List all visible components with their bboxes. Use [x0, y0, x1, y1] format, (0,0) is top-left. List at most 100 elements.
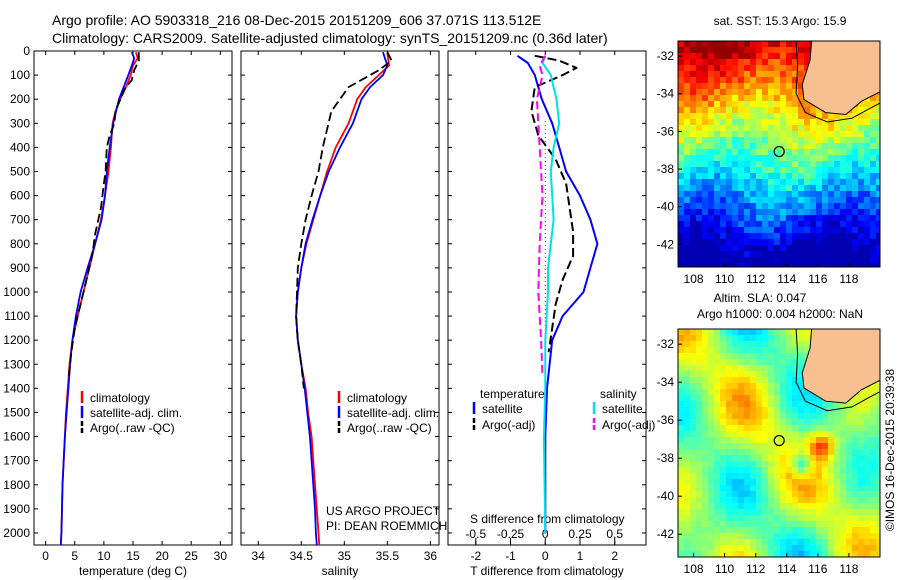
x2-tick-label: 0.5	[606, 527, 623, 541]
map-cell	[762, 179, 769, 186]
map-cell	[810, 263, 817, 267]
map-y-tick-label: -40	[657, 489, 675, 503]
map-cell	[756, 203, 763, 210]
map-cell	[762, 53, 769, 60]
map-cell	[708, 107, 715, 114]
map-cell	[768, 95, 775, 102]
map-cell	[732, 119, 739, 126]
map-cell	[768, 461, 775, 468]
map-cell	[798, 41, 805, 48]
map-cell	[744, 137, 751, 144]
salinity-profile-panel: 34 34.5 35 35.5 36salinityclimatologysatelli…	[240, 50, 447, 578]
map-cell	[774, 455, 781, 462]
map-cell	[684, 173, 691, 180]
map-cell	[684, 155, 691, 162]
map-cell	[732, 425, 739, 432]
map-cell	[876, 455, 880, 462]
map-cell	[702, 497, 709, 504]
depth-tick-label: 200	[10, 92, 30, 106]
map-cell	[810, 215, 817, 222]
map-cell	[876, 251, 880, 258]
legend-entry: Argo(-adj)	[482, 418, 535, 432]
map-cell	[780, 215, 787, 222]
map-cell	[690, 497, 697, 504]
map-cell	[744, 335, 751, 342]
map-cell	[852, 479, 859, 486]
map-cell	[702, 137, 709, 144]
map-cell	[876, 461, 880, 468]
map-cell	[684, 227, 691, 234]
map-cell	[768, 443, 775, 450]
map-cell	[714, 467, 721, 474]
map-cell	[852, 149, 859, 156]
map-cell	[762, 215, 769, 222]
map-cell	[798, 401, 805, 408]
map-cell	[684, 335, 691, 342]
map-cell	[768, 347, 775, 354]
map-cell	[684, 107, 691, 114]
map-cell	[762, 209, 769, 216]
map-cell	[762, 125, 769, 132]
map-cell	[876, 449, 880, 456]
map-cell	[840, 131, 847, 138]
map-cell	[732, 209, 739, 216]
map-cell	[864, 227, 871, 234]
map-cell	[750, 359, 757, 366]
map-cell	[864, 533, 871, 540]
map-cell	[828, 257, 835, 264]
map-cell	[816, 209, 823, 216]
map-cell	[846, 167, 853, 174]
map-cell	[852, 197, 859, 204]
map-cell	[702, 143, 709, 150]
map-cell	[744, 203, 751, 210]
map-cell	[702, 395, 709, 402]
map-cell	[768, 395, 775, 402]
map-cell	[792, 455, 799, 462]
map-cell	[750, 455, 757, 462]
map-cell	[786, 257, 793, 264]
map-cell	[864, 185, 871, 192]
map-cell	[678, 515, 685, 522]
map-cell	[696, 485, 703, 492]
map-cell	[738, 359, 745, 366]
map-cell	[690, 95, 697, 102]
map-cell	[720, 257, 727, 264]
map-cell	[684, 101, 691, 108]
map-cell	[792, 197, 799, 204]
map-cell	[714, 395, 721, 402]
map-cell	[852, 215, 859, 222]
map-cell	[816, 119, 823, 126]
map-cell	[726, 365, 733, 372]
map-cell	[774, 359, 781, 366]
map-cell	[852, 143, 859, 150]
map-cell	[714, 221, 721, 228]
map-cell	[756, 41, 763, 48]
map-cell	[810, 173, 817, 180]
map-cell	[840, 413, 847, 420]
map-cell	[774, 365, 781, 372]
map-cell	[714, 461, 721, 468]
map-cell	[702, 167, 709, 174]
map-cell	[696, 83, 703, 90]
x-tick-label: 35	[338, 549, 352, 563]
map-cell	[834, 521, 841, 528]
map-cell	[756, 545, 763, 552]
map-cell	[744, 77, 751, 84]
map-cell	[774, 491, 781, 498]
map-cell	[864, 233, 871, 240]
map-cell	[840, 497, 847, 504]
map-cell	[828, 455, 835, 462]
map-cell	[846, 413, 853, 420]
map-cell	[720, 215, 727, 222]
x-tick-label: 1	[577, 549, 584, 563]
map-cell	[702, 101, 709, 108]
map-cell	[732, 527, 739, 534]
map-cell	[678, 395, 685, 402]
map-cell	[684, 179, 691, 186]
legend-entry: satellite-adj. clim.	[90, 406, 182, 420]
map-cell	[852, 533, 859, 540]
map-cell	[768, 437, 775, 444]
map-cell	[840, 155, 847, 162]
map-cell	[714, 83, 721, 90]
sst-map-panel: 108 110 112 114 116 118-32-34-36-38-40-42sat.…	[657, 14, 881, 286]
